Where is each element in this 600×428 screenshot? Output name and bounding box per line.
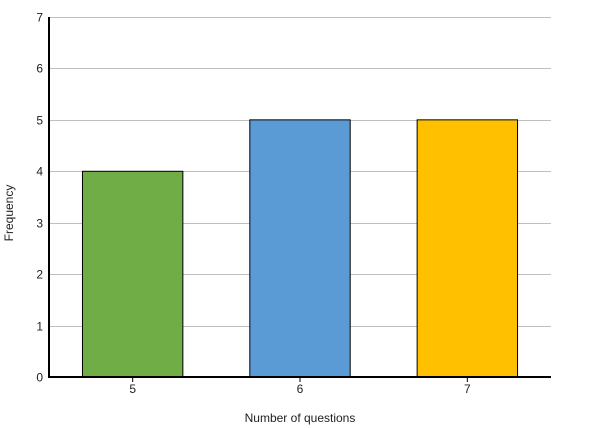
bar-5: [81, 170, 184, 378]
y-tick-label: 6: [36, 62, 43, 76]
tick-labels: 0 1 2 3 4 5 6 7 5 6 7: [36, 11, 471, 397]
y-tick-label: 1: [36, 320, 43, 334]
y-tick-label: 7: [36, 11, 43, 25]
bar-7: [416, 119, 519, 378]
y-tick-label: 4: [36, 165, 43, 179]
x-axis-title: Number of questions: [245, 411, 356, 425]
y-tick-label: 3: [36, 217, 43, 231]
y-axis-title: Frequency: [2, 185, 16, 242]
bar-6: [249, 119, 351, 378]
x-tick-label: 7: [464, 382, 471, 396]
y-tick-label: 2: [36, 268, 43, 282]
axes: [48, 17, 551, 382]
bars: [81, 119, 519, 378]
y-tick-label: 0: [36, 371, 43, 385]
y-tick-label: 5: [36, 114, 43, 128]
x-tick-label: 5: [129, 382, 136, 396]
x-tick-label: 6: [297, 382, 304, 396]
